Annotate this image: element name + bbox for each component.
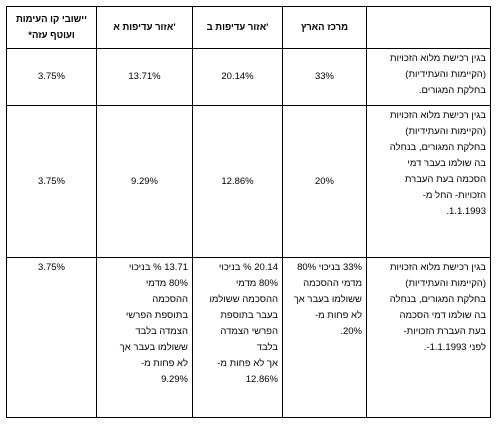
table-row: 3.75% 13.71% 20.14% 33% בגין רכישת מלוא … bbox=[6, 48, 491, 106]
cell-zone-b: 20.14% bbox=[192, 48, 283, 106]
rates-table: יישובי קו העימות ועוטף עזה* אזור עדיפות … bbox=[6, 6, 491, 418]
cell-label: בגין רכישת מלוא הזכויות (הקיימות והעתידי… bbox=[366, 48, 491, 106]
table-row: 3.75% 13.71 % בניכוי 80% מדמי ההסכמה בתו… bbox=[6, 257, 491, 418]
table-row: 3.75% 9.29% 12.86% 20% בגין רכישת מלוא ה… bbox=[6, 105, 491, 258]
cell-center: 20% bbox=[282, 105, 367, 258]
cell-zone-a: 13.71% bbox=[96, 48, 193, 106]
header-center: מרכז הארץ bbox=[282, 6, 367, 49]
cell-border: 3.75% bbox=[6, 257, 97, 418]
cell-label: בגין רכישת מלוא הזכויות (הקיימות והעתידי… bbox=[366, 257, 491, 418]
cell-border: 3.75% bbox=[6, 105, 97, 258]
header-label bbox=[366, 6, 491, 49]
header-zone-a: אזור עדיפות א' bbox=[96, 6, 193, 49]
header-zone-b: אזור עדיפות ב' bbox=[192, 6, 283, 49]
cell-center: 33% בניכוי 80% מדמי ההסכמה ששולמו בעבר א… bbox=[282, 257, 367, 418]
cell-zone-b: 12.86% bbox=[192, 105, 283, 258]
header-border-settlements: יישובי קו העימות ועוטף עזה* bbox=[6, 6, 97, 49]
cell-label: בגין רכישת מלוא הזכויות (הקיימות והעתידי… bbox=[366, 105, 491, 258]
header-row: יישובי קו העימות ועוטף עזה* אזור עדיפות … bbox=[6, 6, 491, 49]
cell-zone-b: 20.14 % בניכוי 80% מדמי ההסכמה ששולמו בע… bbox=[192, 257, 283, 418]
cell-zone-a: 9.29% bbox=[96, 105, 193, 258]
cell-border: 3.75% bbox=[6, 48, 97, 106]
cell-center: 33% bbox=[282, 48, 367, 106]
cell-zone-a: 13.71 % בניכוי 80% מדמי ההסכמה בתוספת הפ… bbox=[96, 257, 193, 418]
